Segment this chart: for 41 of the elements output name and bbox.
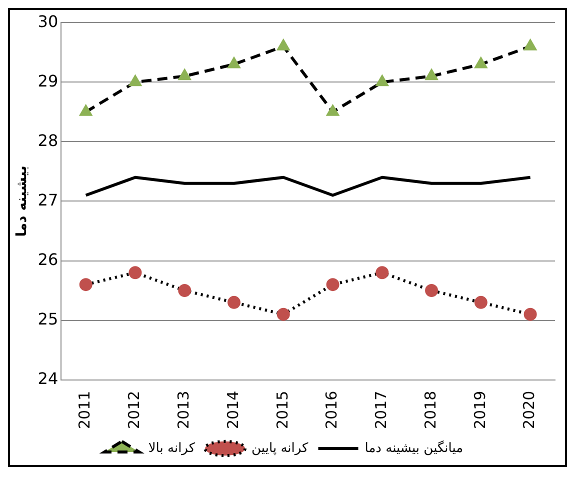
point xyxy=(228,296,241,309)
y-axis-title: بیشینه دما xyxy=(14,166,30,237)
x-tick-label: 2014 xyxy=(224,390,242,430)
point xyxy=(524,40,536,50)
y-tick-label: 27 xyxy=(38,190,58,210)
y-tick-label: 24 xyxy=(38,368,58,388)
point xyxy=(228,58,240,68)
x-tick-label: 2015 xyxy=(273,390,292,430)
point xyxy=(178,284,192,298)
point xyxy=(178,70,190,80)
point xyxy=(376,266,389,280)
y-tick-label: 30 xyxy=(38,12,58,31)
legend-label: میانگین بیشینه دما xyxy=(364,440,464,456)
x-tick-label: 2011 xyxy=(76,390,94,430)
y-tick-label: 28 xyxy=(38,130,58,150)
x-tick-label: 2017 xyxy=(372,390,390,430)
point xyxy=(276,308,290,321)
point xyxy=(80,105,92,116)
point xyxy=(524,308,537,321)
point xyxy=(278,40,290,50)
point xyxy=(128,266,142,280)
point xyxy=(326,278,340,292)
x-tick-label: 2019 xyxy=(470,390,489,430)
y-tick-label: 26 xyxy=(38,250,58,269)
y-tick-label: 25 xyxy=(38,309,58,328)
point xyxy=(79,278,92,292)
x-tick-label: 2020 xyxy=(520,390,538,430)
legend-label: کرانه پایین xyxy=(252,440,310,456)
point xyxy=(326,105,339,116)
x-tick-label: 2013 xyxy=(174,390,193,430)
x-tick-label: 2018 xyxy=(421,390,440,430)
x-tick-label: 2012 xyxy=(125,390,144,430)
legend-label: کرانه بالا xyxy=(148,440,196,456)
point xyxy=(129,76,142,86)
point xyxy=(474,296,488,309)
y-tick-label: 29 xyxy=(38,71,58,90)
point xyxy=(425,284,438,298)
point xyxy=(475,58,487,68)
x-tick-label: 2016 xyxy=(322,390,341,430)
point xyxy=(376,76,388,86)
point xyxy=(426,70,438,80)
